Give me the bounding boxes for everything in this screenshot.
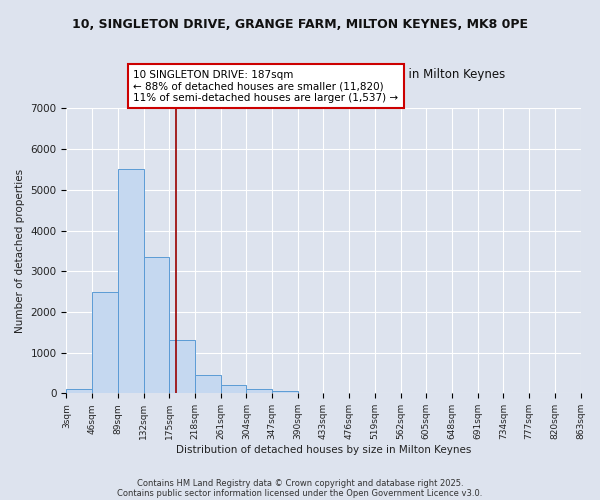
Bar — [272, 392, 298, 394]
Bar — [195, 375, 221, 394]
Text: Contains public sector information licensed under the Open Government Licence v3: Contains public sector information licen… — [118, 488, 482, 498]
Y-axis label: Number of detached properties: Number of detached properties — [15, 169, 25, 333]
Bar — [143, 257, 169, 394]
Bar — [67, 390, 92, 394]
Bar — [118, 170, 143, 394]
Bar — [92, 292, 118, 394]
X-axis label: Distribution of detached houses by size in Milton Keynes: Distribution of detached houses by size … — [176, 445, 471, 455]
Text: 10, SINGLETON DRIVE, GRANGE FARM, MILTON KEYNES, MK8 0PE: 10, SINGLETON DRIVE, GRANGE FARM, MILTON… — [72, 18, 528, 30]
Bar — [247, 390, 272, 394]
Text: Contains HM Land Registry data © Crown copyright and database right 2025.: Contains HM Land Registry data © Crown c… — [137, 478, 463, 488]
Bar — [169, 340, 195, 394]
Bar — [221, 385, 247, 394]
Title: Size of property relative to detached houses in Milton Keynes: Size of property relative to detached ho… — [142, 68, 505, 81]
Text: 10 SINGLETON DRIVE: 187sqm
← 88% of detached houses are smaller (11,820)
11% of : 10 SINGLETON DRIVE: 187sqm ← 88% of deta… — [133, 70, 398, 102]
